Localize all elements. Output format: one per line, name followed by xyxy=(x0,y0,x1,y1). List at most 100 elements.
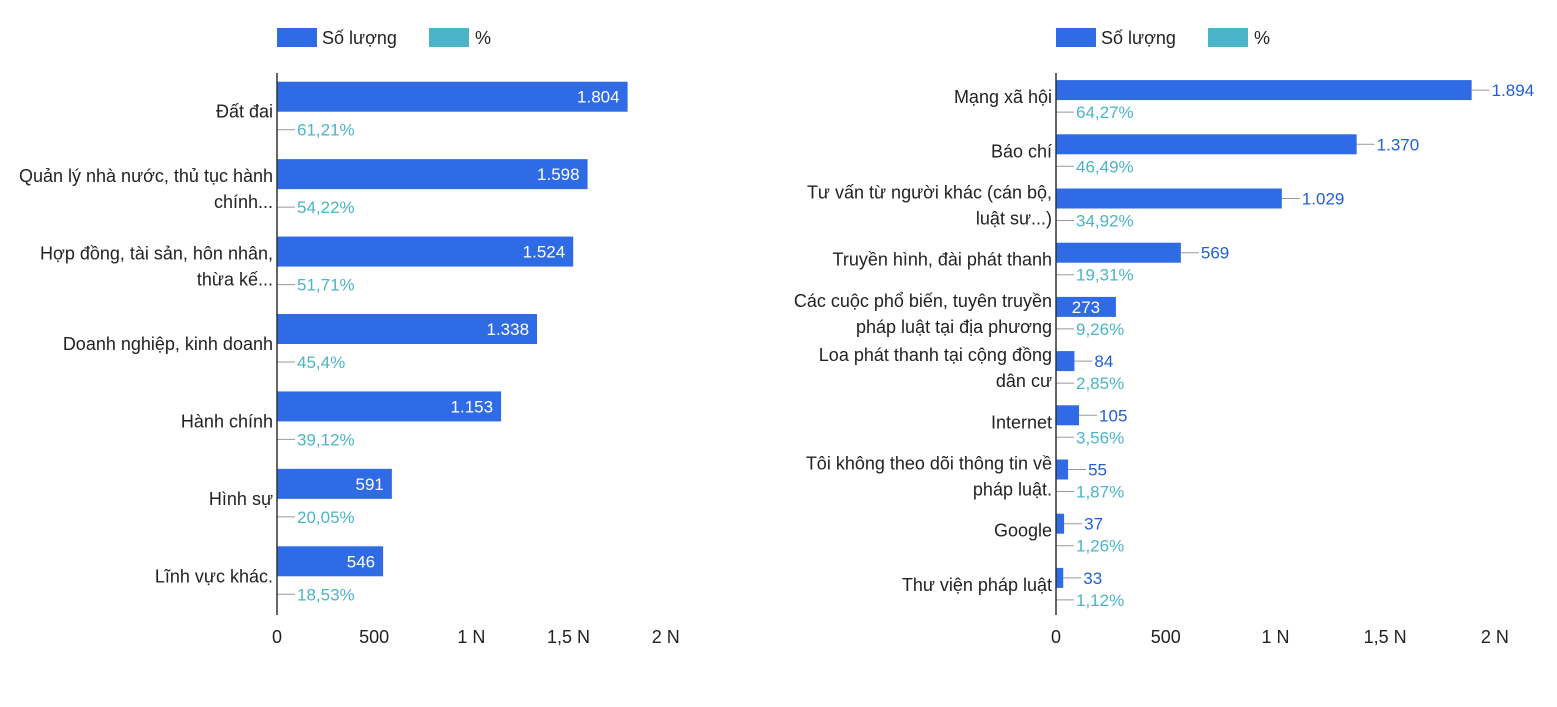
bar-group: 1.894 64,27% Mạng xã hội xyxy=(954,80,1534,122)
category-label: Các cuộc phổ biến, tuyên truyền xyxy=(794,291,1052,311)
data-label-count: 84 xyxy=(1094,352,1113,371)
data-label-percent: 54,22% xyxy=(297,198,355,217)
data-label-count: 1.598 xyxy=(537,165,580,184)
data-label-count: 1.153 xyxy=(451,397,494,416)
data-label-count: 105 xyxy=(1099,406,1127,425)
category-label: pháp luật tại địa phương xyxy=(856,317,1052,337)
bar-count xyxy=(277,314,538,344)
x-axis-ticks: 0 500 1 N 1,5 N 2 N xyxy=(1051,627,1509,647)
bar-group: 1.153 39,12% Hành chính xyxy=(181,391,502,449)
data-label-count: 273 xyxy=(1072,298,1100,317)
data-label-percent: 51,71% xyxy=(297,276,355,295)
bar-group: 1.338 45,4% Doanh nghiệp, kinh doanh xyxy=(63,314,538,372)
bar-count xyxy=(1056,513,1065,534)
bar-group: 37 1,26% Google xyxy=(994,513,1124,556)
data-label-percent: 1,12% xyxy=(1076,591,1124,610)
x-tick-label: 1 N xyxy=(457,627,485,647)
bar-group: 1.524 51,71% Hợp đồng, tài sản, hôn nhân, t… xyxy=(40,236,574,295)
bar-group: 546 18,53% Lĩnh vực khác. xyxy=(155,546,384,604)
category-label: Hình sự xyxy=(209,489,273,509)
x-tick-label: 500 xyxy=(359,627,389,647)
data-label-percent: 45,4% xyxy=(297,353,345,372)
data-label-percent: 19,31% xyxy=(1076,266,1134,285)
bar-count xyxy=(277,159,588,190)
category-label: dân cư xyxy=(996,371,1052,391)
bar-count xyxy=(277,236,574,267)
data-label-count: 1.894 xyxy=(1492,81,1535,100)
bar-group: 105 3,56% Internet xyxy=(991,405,1127,447)
category-label: Báo chí xyxy=(991,141,1052,161)
legend-swatch-percent xyxy=(1208,28,1248,47)
category-label: Tư vấn từ người khác (cán bộ, xyxy=(807,183,1052,203)
category-label: Mạng xã hội xyxy=(954,87,1052,107)
bar-group: 1.029 34,92% Tư vấn từ người khác (cán bộ,… xyxy=(807,183,1344,231)
bar-group: 33 1,12% Thư viện pháp luật xyxy=(902,567,1124,610)
category-label: thừa kế... xyxy=(197,270,273,290)
chart-information-sources: Số lượng% 1.894 64,27% Mạng xã hội 1.370 46,4… xyxy=(780,0,1557,707)
bar-count xyxy=(277,546,384,577)
category-label: Hợp đồng, tài sản, hôn nhân, xyxy=(40,244,273,264)
category-label: Loa phát thanh tại cộng đồng xyxy=(819,345,1052,365)
bar-group: 84 2,85% Loa phát thanh tại cộng đồng dân c… xyxy=(819,345,1124,393)
data-label-count: 1.524 xyxy=(523,243,566,262)
legend: Số lượng% xyxy=(1056,28,1270,48)
data-label-count: 33 xyxy=(1083,569,1102,588)
data-label-percent: 1,26% xyxy=(1076,537,1124,556)
category-label: Đất đai xyxy=(216,102,273,122)
data-label-percent: 20,05% xyxy=(297,508,355,527)
data-label-count: 1.804 xyxy=(577,88,620,107)
bar-count xyxy=(1056,134,1357,155)
legend-label-percent: % xyxy=(475,28,491,48)
data-label-percent: 61,21% xyxy=(297,121,355,140)
category-label: pháp luật. xyxy=(973,480,1052,500)
chart-legal-fields: Số lượng% 1.804 61,21% Đất đai 1.598 54,22% Qu… xyxy=(0,0,760,707)
category-label: Internet xyxy=(991,412,1052,432)
x-tick-label: 0 xyxy=(272,627,282,647)
data-label-percent: 2,85% xyxy=(1076,374,1124,393)
category-label: luật sư...) xyxy=(976,209,1052,229)
data-label-count: 1.338 xyxy=(486,320,529,339)
bar-count xyxy=(1056,405,1080,426)
chart-svg-0: Số lượng % 1.804 61,21% Đất đai 1.598 54,22% Qu… xyxy=(19,28,680,647)
chart-svg-1: Số lượng % 1.894 64,27% Mạng xã hội 1.370 46,4… xyxy=(794,28,1534,647)
data-label-count: 55 xyxy=(1088,461,1107,480)
x-tick-label: 0 xyxy=(1051,627,1061,647)
x-tick-label: 1 N xyxy=(1261,627,1289,647)
data-label-percent: 34,92% xyxy=(1076,212,1134,231)
bar-group: 273 9,26% Các cuộc phổ biến, tuyên truyền p… xyxy=(794,291,1124,339)
category-label: Quản lý nhà nước, thủ tục hành xyxy=(19,166,273,186)
bar-group: 1.598 54,22% Quản lý nhà nước, thủ tục hàn… xyxy=(19,159,588,217)
bar-count xyxy=(277,468,392,499)
bar-group: 1.370 46,49% Báo chí xyxy=(991,134,1419,176)
bar-count xyxy=(277,391,502,422)
legend-label-count: Số lượng xyxy=(1101,28,1176,48)
bar-count xyxy=(1056,242,1181,263)
x-tick-label: 1,5 N xyxy=(1364,627,1407,647)
x-tick-label: 2 N xyxy=(652,627,680,647)
bar-group: 55 1,87% Tôi không theo dõi thông tin về ph… xyxy=(806,454,1124,502)
legend-swatch-count xyxy=(277,28,317,47)
legend-label-count: Số lượng xyxy=(322,28,397,48)
data-label-percent: 64,27% xyxy=(1076,103,1134,122)
data-label-percent: 9,26% xyxy=(1076,320,1124,339)
legend: Số lượng% xyxy=(277,28,491,48)
category-label: Truyền hình, đài phát thanh xyxy=(833,250,1053,270)
bar-group: 1.804 61,21% Đất đai xyxy=(216,81,628,140)
x-tick-label: 500 xyxy=(1151,627,1181,647)
category-label: Tôi không theo dõi thông tin về xyxy=(806,454,1052,474)
category-label: Google xyxy=(994,521,1052,541)
category-label: Doanh nghiệp, kinh doanh xyxy=(63,334,273,354)
bar-count xyxy=(1056,567,1064,588)
category-label: chính... xyxy=(214,192,273,212)
bar-group: 569 19,31% Truyền hình, đài phát thanh xyxy=(833,242,1229,285)
bar-count xyxy=(277,81,628,112)
data-label-count: 37 xyxy=(1084,515,1103,534)
bar-count xyxy=(1056,188,1282,209)
legend-swatch-percent xyxy=(429,28,469,47)
data-label-percent: 39,12% xyxy=(297,430,355,449)
data-label-percent: 3,56% xyxy=(1076,428,1124,447)
bar-count xyxy=(1056,296,1116,317)
legend-label-percent: % xyxy=(1254,28,1270,48)
x-tick-label: 1,5 N xyxy=(547,627,590,647)
